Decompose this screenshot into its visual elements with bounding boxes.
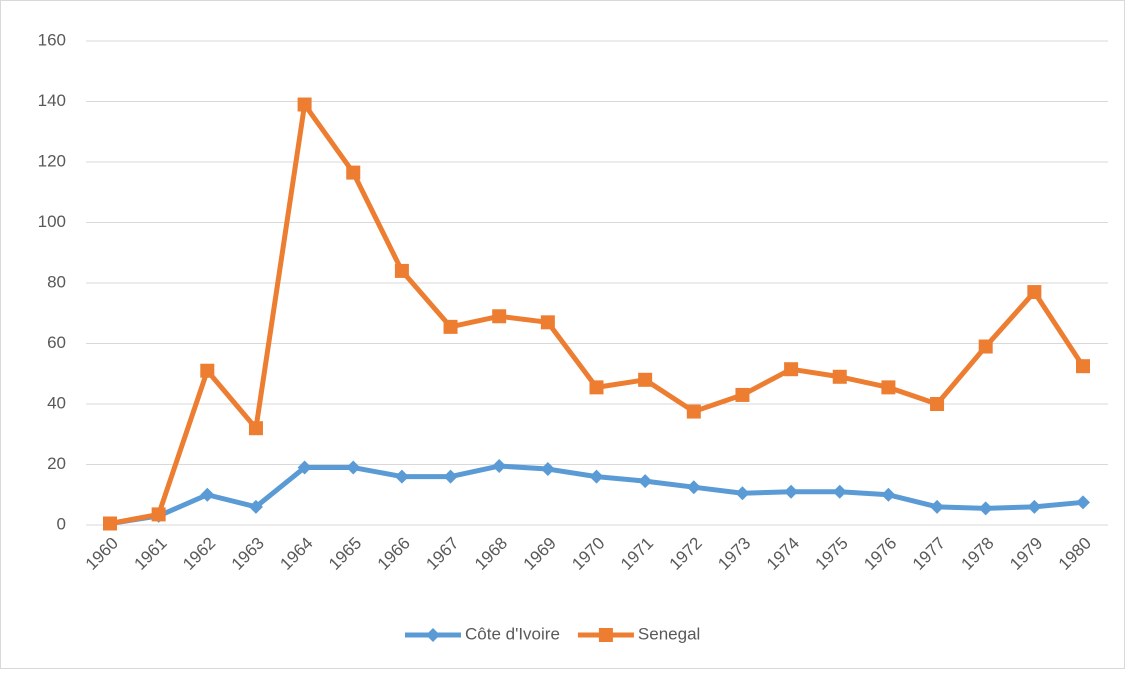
marker xyxy=(589,380,604,395)
marker xyxy=(832,369,847,384)
marker xyxy=(1027,499,1042,514)
marker xyxy=(200,363,215,378)
y-tick-label: 140 xyxy=(38,91,66,110)
marker xyxy=(492,459,507,474)
marker xyxy=(1076,495,1090,510)
marker xyxy=(443,319,458,334)
marker xyxy=(443,469,458,484)
marker xyxy=(784,484,799,499)
marker xyxy=(881,380,896,395)
marker xyxy=(248,421,263,436)
marker xyxy=(978,339,993,354)
legend-label: Côte d'Ivoire xyxy=(465,624,560,643)
legend-label: Senegal xyxy=(638,624,700,643)
marker xyxy=(735,486,750,501)
y-tick-label: 40 xyxy=(47,393,66,412)
y-tick-label: 120 xyxy=(38,151,66,170)
marker xyxy=(346,460,361,475)
marker xyxy=(978,501,993,516)
marker xyxy=(1027,285,1042,300)
marker xyxy=(589,469,604,484)
y-tick-label: 80 xyxy=(47,272,66,291)
legend-marker xyxy=(426,628,440,642)
y-tick-label: 20 xyxy=(47,454,66,473)
legend-marker xyxy=(598,628,613,642)
marker xyxy=(492,309,507,324)
y-tick-label: 100 xyxy=(38,212,66,231)
marker xyxy=(638,474,653,489)
marker xyxy=(297,97,312,112)
marker xyxy=(151,507,166,522)
marker xyxy=(784,362,799,377)
marker xyxy=(930,499,945,514)
marker xyxy=(832,484,847,499)
marker xyxy=(735,387,750,402)
marker xyxy=(686,480,701,495)
marker xyxy=(248,499,263,514)
marker xyxy=(346,165,361,180)
marker xyxy=(1076,359,1090,374)
marker xyxy=(394,469,409,484)
y-tick-label: 160 xyxy=(38,30,66,49)
marker xyxy=(103,516,117,531)
y-tick-label: 0 xyxy=(57,514,66,533)
marker xyxy=(881,487,896,502)
y-tick-label: 60 xyxy=(47,333,66,352)
marker xyxy=(540,315,555,330)
marker xyxy=(394,263,409,278)
marker xyxy=(930,397,945,411)
marker xyxy=(200,487,215,502)
marker xyxy=(297,460,312,475)
marker xyxy=(686,404,701,419)
marker xyxy=(540,462,555,477)
marker xyxy=(638,372,653,387)
